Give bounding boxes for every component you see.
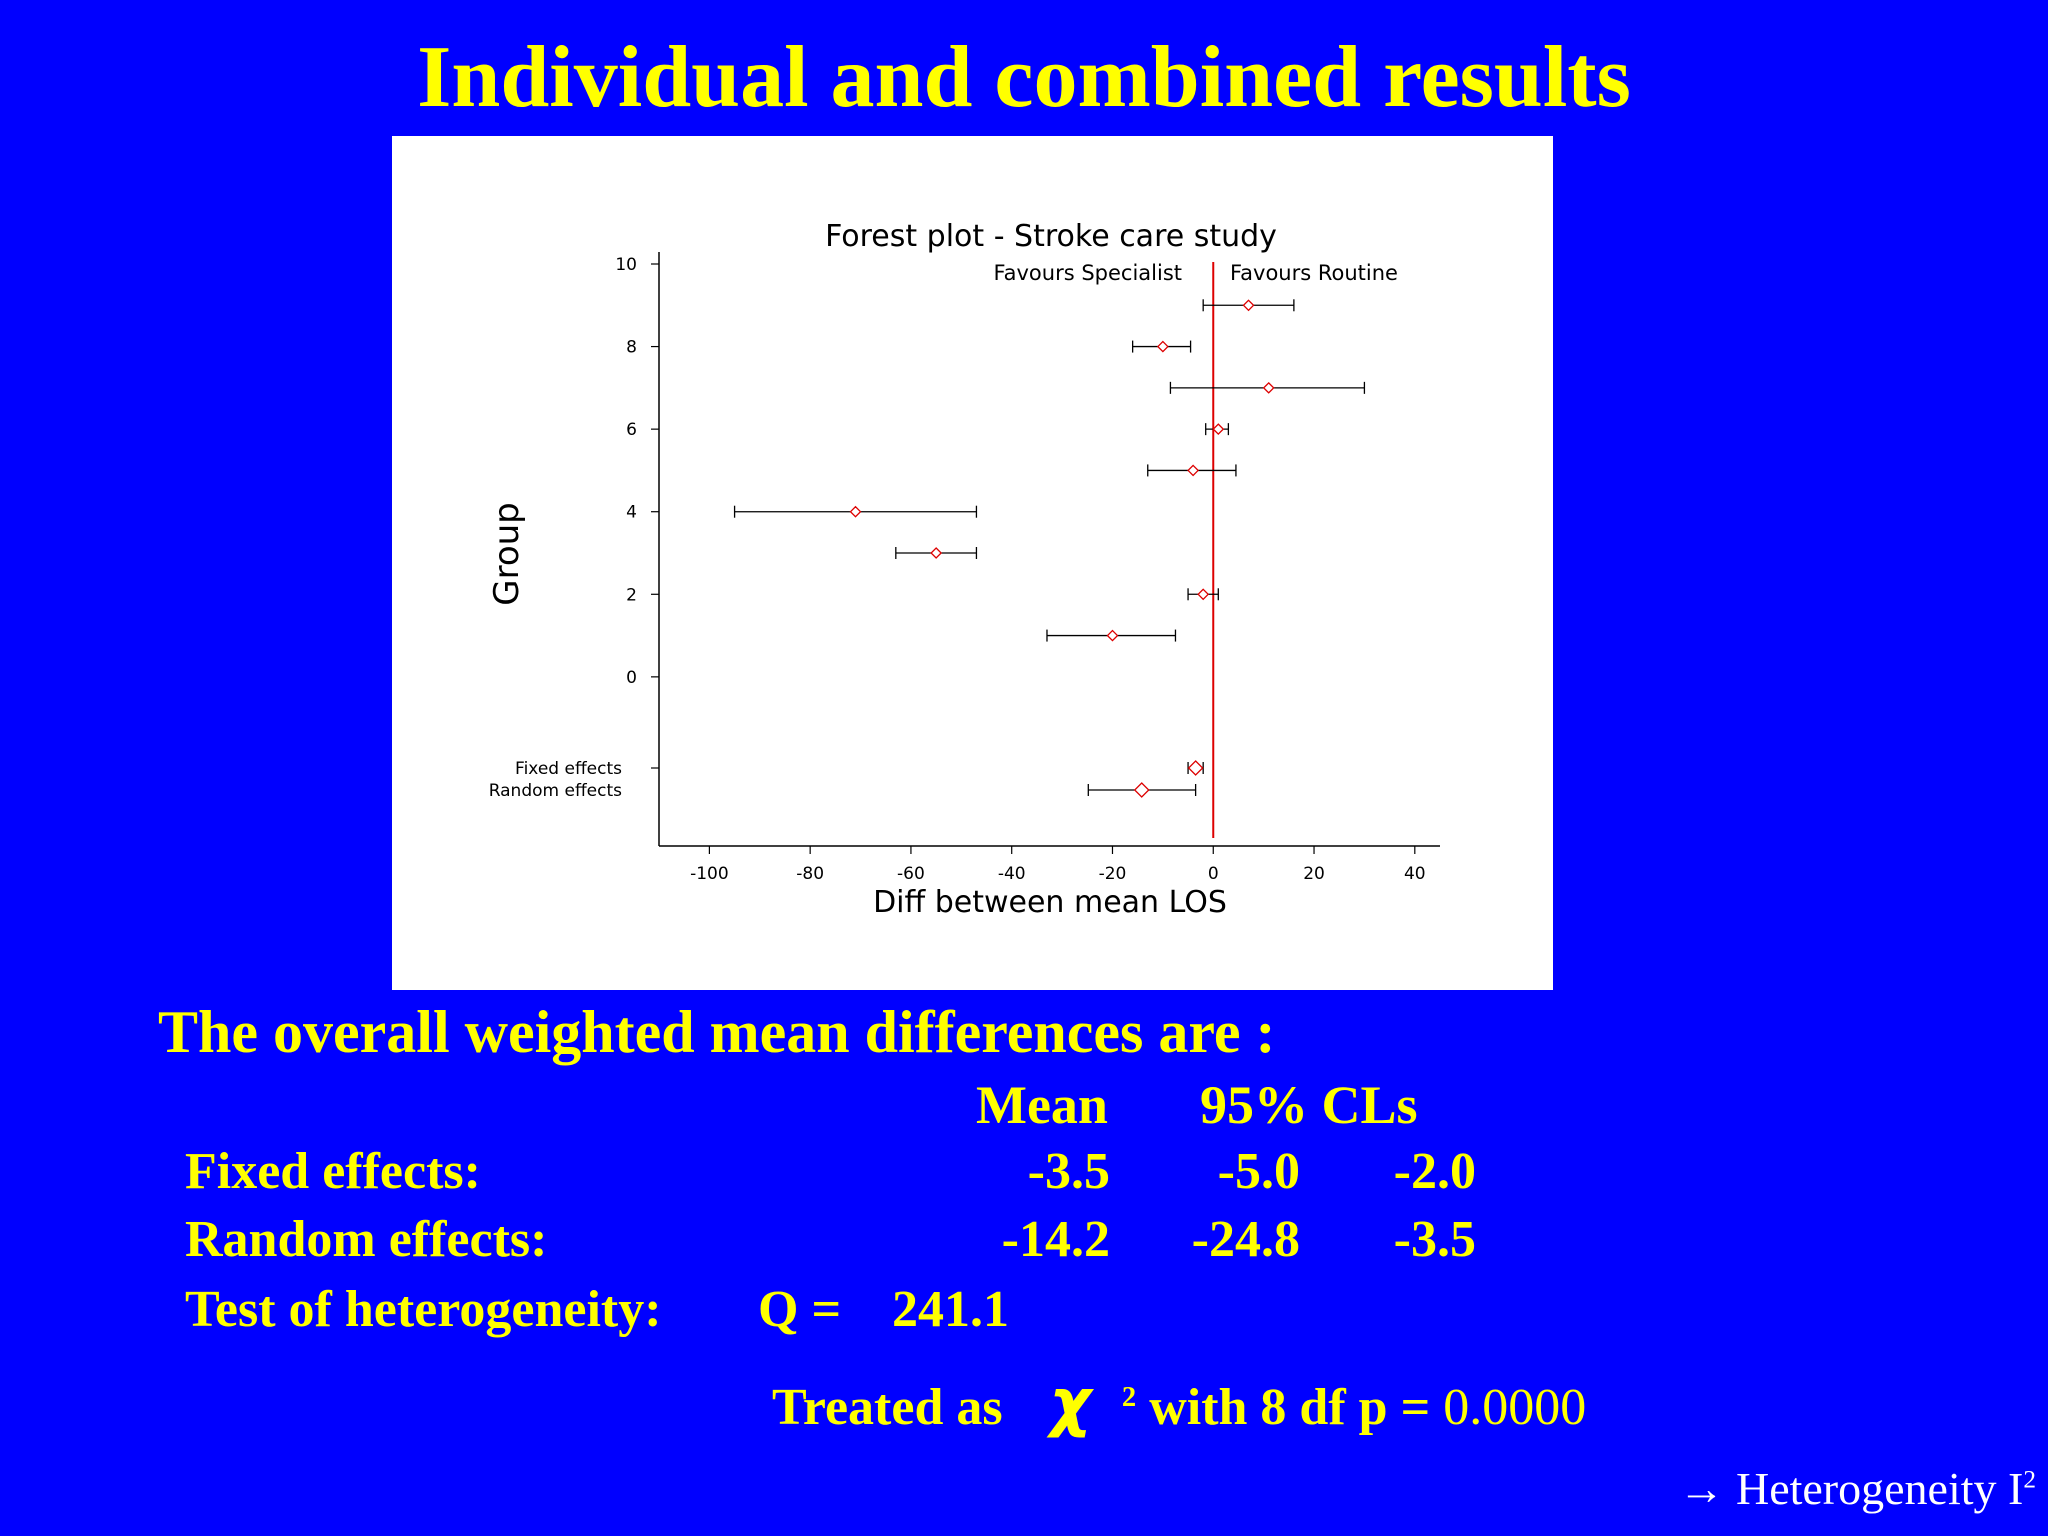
summary-heading: The overall weighted mean differences ar… <box>158 999 1276 1065</box>
column-header-mean: Mean <box>976 1075 1108 1135</box>
heterogeneity-link-sup: 2 <box>2023 1465 2036 1494</box>
arrow-right-icon: → <box>1678 1463 1725 1514</box>
estimate-marker <box>1187 760 1204 776</box>
y-tick-label: 6 <box>626 420 637 440</box>
forest-plot: Forest plot - Stroke care study Favours … <box>487 219 1440 920</box>
estimate-marker <box>1133 782 1150 798</box>
favours-specialist-label: Favours Specialist <box>993 261 1182 285</box>
y-tick-label: 4 <box>626 503 637 523</box>
y-tick-label: 0 <box>626 668 637 688</box>
axes: -100 -80 -60 -40 -20 0 20 40 0 2 4 6 8 10 <box>615 252 1440 884</box>
estimate-marker <box>1242 299 1255 312</box>
chi-square-line: Treated as χ 2 with 8 df p = 0.0000 <box>772 1366 1586 1440</box>
heterogeneity-label: Test of heterogeneity: <box>185 1281 662 1338</box>
x-tick-label: -60 <box>897 864 925 884</box>
chi-superscript: 2 <box>1121 1381 1137 1413</box>
chart-title: Forest plot - Stroke care study <box>825 219 1277 254</box>
fixed-effects-label: Fixed effects: <box>185 1143 481 1200</box>
q-value: 241.1 <box>892 1281 1009 1338</box>
random-effects-upper: -3.5 <box>1393 1211 1476 1268</box>
forest-plot-panel: Forest plot - Stroke care study Favours … <box>392 136 1553 990</box>
fixed-effects-mean: -3.5 <box>1027 1143 1110 1200</box>
y-tick-label: 8 <box>626 338 637 358</box>
q-label: Q = <box>758 1281 842 1338</box>
y-axis-label: Group <box>487 502 527 606</box>
x-tick-label: -100 <box>690 864 729 884</box>
estimate-marker <box>1156 340 1169 353</box>
estimate-marker <box>1212 423 1225 436</box>
y-tick-label: 10 <box>615 255 637 275</box>
heterogeneity-link-text: Heterogeneity I <box>1735 1463 2024 1514</box>
random-effects-lower: -24.8 <box>1191 1211 1300 1268</box>
estimate-marker <box>1262 381 1275 394</box>
y-tick-label: 2 <box>626 585 637 605</box>
x-tick-label: -40 <box>998 864 1026 884</box>
random-effects-mean: -14.2 <box>1001 1211 1110 1268</box>
column-header-cls: 95% CLs <box>1200 1075 1418 1135</box>
random-effects-label: Random effects: <box>185 1211 548 1268</box>
x-axis-label: Diff between mean LOS <box>873 885 1227 920</box>
estimate-marker <box>849 505 862 518</box>
x-tick-label: 0 <box>1208 864 1219 884</box>
estimate-marker <box>930 547 943 559</box>
favours-routine-label: Favours Routine <box>1230 261 1398 285</box>
pooled-row-label: Random effects <box>489 781 622 801</box>
x-tick-label: 20 <box>1303 864 1325 884</box>
x-tick-label: -80 <box>796 864 824 884</box>
fixed-effects-lower: -5.0 <box>1217 1143 1300 1200</box>
estimate-marker <box>1106 629 1119 642</box>
p-value: 0.0000 <box>1443 1379 1587 1436</box>
estimate-marker <box>1197 588 1210 601</box>
slide-title: Individual and combined results <box>417 29 1631 126</box>
fixed-effects-upper: -2.0 <box>1393 1143 1476 1200</box>
x-tick-label: 40 <box>1404 864 1426 884</box>
treated-as-text: Treated as <box>772 1379 1003 1436</box>
pooled-row-label: Fixed effects <box>515 759 622 779</box>
estimate-marker <box>1187 464 1200 477</box>
heterogeneity-link[interactable]: → Heterogeneity I2 <box>1678 1462 2036 1515</box>
x-tick-label: -20 <box>1099 864 1127 884</box>
with-df-text: with 8 df p = <box>1149 1379 1431 1436</box>
chi-symbol: χ <box>1049 1366 1091 1440</box>
